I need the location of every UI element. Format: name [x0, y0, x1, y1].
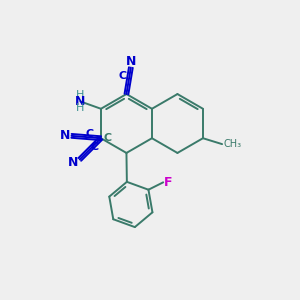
Text: C: C	[103, 133, 111, 143]
Text: F: F	[164, 176, 173, 189]
Text: H: H	[76, 103, 84, 113]
Text: N: N	[60, 129, 70, 142]
Text: H: H	[76, 90, 85, 100]
Text: N: N	[126, 55, 136, 68]
Text: C: C	[91, 142, 99, 152]
Text: N: N	[75, 95, 86, 108]
Text: C: C	[86, 128, 94, 139]
Text: C: C	[118, 71, 126, 81]
Text: N: N	[68, 156, 79, 169]
Text: CH₃: CH₃	[224, 139, 242, 149]
